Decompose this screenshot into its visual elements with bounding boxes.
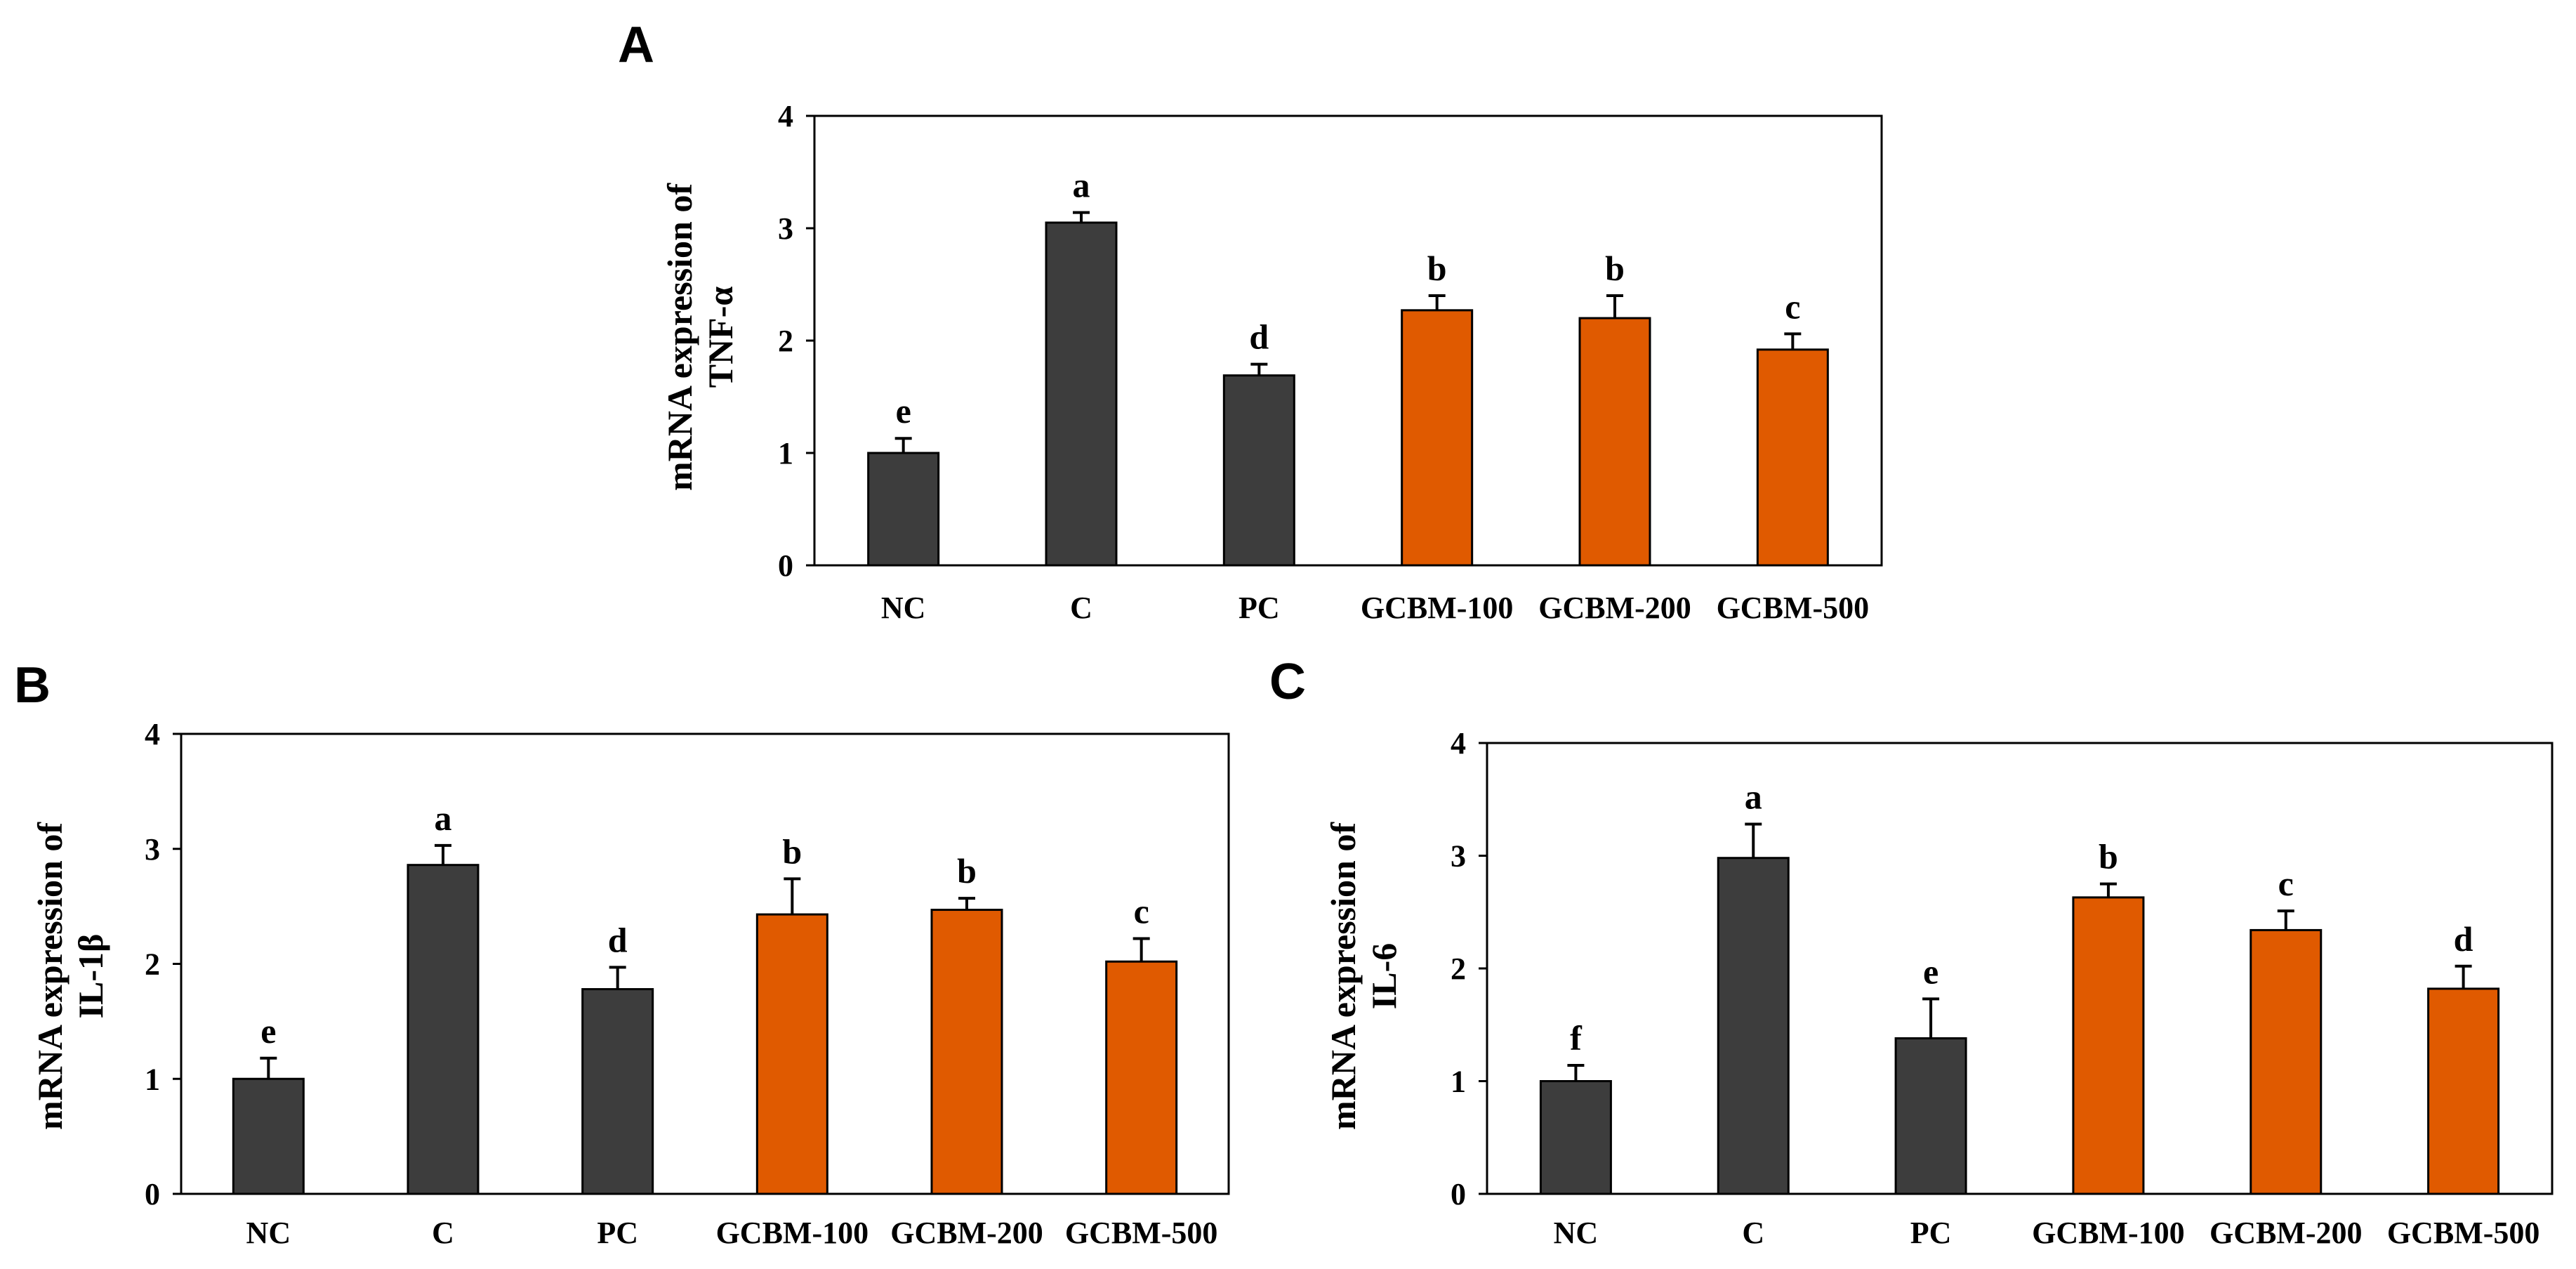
panel-c-ytick-label: 1: [1451, 1065, 1466, 1099]
panel-a-ytick-label: 4: [778, 99, 793, 133]
panel-a-category-label: GCBM-500: [1717, 591, 1870, 625]
panel-a-sig-letter: c: [1785, 287, 1800, 326]
panel-a-sig-letter: e: [896, 391, 911, 430]
panel-a-sig-letter: b: [1427, 249, 1447, 288]
panel-c-plot-frame: [1486, 742, 2554, 1195]
panel-c-bar-gcbm-200: [2250, 928, 2323, 1195]
panel-b-category-label: GCBM-500: [1065, 1216, 1218, 1250]
panel-a-bar-pc: [1222, 374, 1295, 567]
panel-b-sig-letter: d: [608, 920, 628, 959]
panel-a-letter: A: [618, 17, 654, 73]
panel-a-category-label: C: [1070, 591, 1092, 625]
panel-c-bar-gcbm-100: [2072, 896, 2145, 1195]
panel-b-category-label: PC: [597, 1216, 638, 1250]
panel-a-ytick-label: 3: [778, 211, 793, 246]
panel-b-sig-letter: a: [435, 798, 452, 838]
panel-c-ytick-label: 3: [1451, 839, 1466, 874]
panel-b-ylabel: mRNA expression of IL-1β: [30, 822, 110, 1130]
panel-c-ylabel-line2: IL-6: [1364, 943, 1403, 1009]
panel-c-ylabel-line1: mRNA expression of: [1323, 822, 1363, 1130]
panel-b-ylabel-line2: IL-1β: [71, 934, 110, 1019]
panel-c-sig-letter: c: [2278, 864, 2294, 903]
panel-a-category-label: NC: [881, 591, 926, 625]
panel-a-ylabel-line1: mRNA expression of: [660, 183, 699, 491]
panel-b-category-label: GCBM-200: [890, 1216, 1043, 1250]
panel-b-ytick-label: 3: [145, 832, 160, 867]
panel-a-bar-gcbm-100: [1401, 309, 1474, 567]
panel-b-sig-letter: b: [782, 831, 802, 871]
panel-b-letter: B: [14, 657, 51, 714]
panel-a-plot: 0 1 2 3 4 e NC a Cd PC b GCBM-100 b GCBM-200 c GCBM-500: [778, 99, 1883, 625]
panel-a-category-label: PC: [1239, 591, 1280, 625]
panel-b-ytick-label: 1: [145, 1062, 160, 1096]
panel-c-bar-gcbm-500: [2427, 987, 2500, 1195]
panel-c-ytick-label: 2: [1451, 952, 1466, 986]
panel-a-ylabel: mRNA expression of TNF-α: [660, 183, 740, 491]
panel-a-ytick-label: 1: [778, 436, 793, 471]
panel-b-category-label: NC: [246, 1216, 291, 1250]
panel-b-sig-letter: b: [957, 851, 977, 890]
panel-b-sig-letter: c: [1134, 891, 1149, 931]
panel-a-category-label: GCBM-100: [1361, 591, 1514, 625]
panel-b-bar-nc: [232, 1077, 305, 1195]
panel-b-plot-frame: [180, 732, 1230, 1195]
panel-a-category-label: GCBM-200: [1538, 591, 1691, 625]
panel-b-category-label: GCBM-100: [716, 1216, 869, 1250]
panel-a-ytick-label: 2: [778, 324, 793, 358]
panel-c-bar-pc: [1894, 1037, 1967, 1195]
panel-b-bar-gcbm-100: [755, 913, 828, 1195]
panel-c-sig-letter: e: [1923, 952, 1938, 991]
panel-c-sig-letter: b: [2099, 837, 2118, 876]
panel-c-sig-letter: f: [1570, 1018, 1583, 1058]
panel-c-category-label: GCBM-100: [2032, 1216, 2185, 1250]
panel-a-sig-letter: b: [1605, 249, 1625, 288]
panel-c-ytick-label: 4: [1451, 726, 1466, 761]
panel-c-category-label: GCBM-500: [2387, 1216, 2540, 1250]
panel-b-plot: 0 1 2 3 4 e NC a Cd PC b GCBM-100 b GCBM-200 c GCBM-500: [145, 717, 1230, 1250]
panel-b-category-label: C: [432, 1216, 454, 1250]
panel-c-ylabel: mRNA expression of IL-6: [1323, 822, 1403, 1130]
panel-a-bar-gcbm-200: [1578, 317, 1651, 567]
panel-c-sig-letter: a: [1745, 777, 1762, 817]
panel-c: C mRNA expression of IL-6 0 1 2 3 4 f NC a Ce PC b…: [1269, 654, 2554, 1250]
panel-c-ytick-label: 0: [1451, 1177, 1466, 1211]
panel-a-bar-gcbm-500: [1756, 348, 1829, 567]
panel-a-sig-letter: d: [1249, 317, 1269, 357]
panel-b-ytick-label: 4: [145, 717, 160, 751]
panel-a-ytick-label: 0: [778, 548, 793, 583]
panel-c-category-label: NC: [1554, 1216, 1599, 1250]
panel-b-bar-c: [407, 864, 480, 1195]
panel-b: B mRNA expression of IL-1β 0 1 2 3 4 e NC a Cd PC…: [14, 657, 1230, 1250]
panel-c-plot: 0 1 2 3 4 f NC a Ce PC b GCBM-100 c GCBM-200 d GCBM-500: [1451, 726, 2554, 1250]
panel-a-plot-frame: [813, 114, 1883, 567]
panel-c-category-label: GCBM-200: [2210, 1216, 2363, 1250]
panel-c-bar-nc: [1539, 1080, 1612, 1195]
panel-b-ytick-label: 0: [145, 1177, 160, 1211]
panel-b-sig-letter: e: [260, 1011, 276, 1051]
panel-a-bar-nc: [867, 452, 940, 567]
panel-c-category-label: C: [1742, 1216, 1764, 1250]
panel-c-sig-letter: d: [2454, 919, 2473, 959]
panel-c-letter: C: [1269, 654, 1306, 710]
panel-b-bar-pc: [581, 988, 654, 1195]
panel-b-ylabel-line1: mRNA expression of: [30, 822, 70, 1130]
panel-b-bar-gcbm-500: [1105, 960, 1178, 1195]
panel-c-bar-c: [1717, 857, 1790, 1195]
panel-a-sig-letter: a: [1073, 166, 1090, 205]
panel-a-ylabel-line2: TNF-α: [701, 287, 740, 388]
panel-a-bar-c: [1045, 221, 1118, 567]
panel-a: A mRNA expression of TNF-α 0 1 2 3 4 e NC a Cd PC…: [618, 17, 1883, 625]
panel-c-category-label: PC: [1910, 1216, 1952, 1250]
panel-b-ytick-label: 2: [145, 947, 160, 982]
panel-b-bar-gcbm-200: [930, 909, 1003, 1195]
